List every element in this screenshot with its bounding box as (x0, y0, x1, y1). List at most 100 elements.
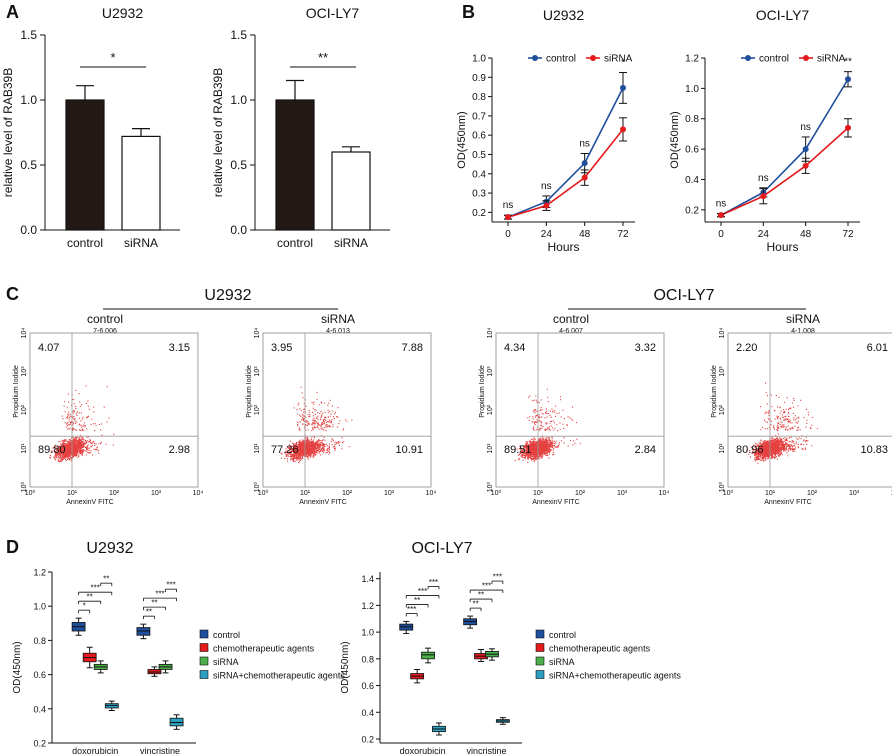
x-tick-label: control (277, 236, 313, 250)
panel-letter-c: C (6, 284, 19, 304)
quadrant-ur-value: 3.32 (635, 342, 656, 354)
quadrant-ul-value: 4.34 (504, 342, 525, 354)
event-dots (49, 385, 115, 463)
plot-frame (29, 332, 199, 488)
event-dots (280, 386, 353, 464)
event-dots (514, 388, 581, 464)
data-point-control (620, 84, 626, 91)
x-tick-label: 0 (718, 229, 724, 240)
y-tick-label: 10⁰ (718, 482, 726, 493)
y-tick-label: 10³ (719, 366, 726, 377)
data-point-sirna (505, 214, 511, 221)
legend-marker-control (745, 55, 751, 61)
y-tick-label: 0.6 (361, 681, 374, 691)
bar-control (65, 99, 105, 231)
bar-chart-a-2: OCI-LY7 0.0 0.5 1.0 1.5 relative level of RAB… (211, 5, 390, 250)
y-tick-label: 1.2 (361, 601, 374, 611)
y-tick-label: 0.0 (20, 223, 37, 237)
y-tick-label: 1.0 (20, 93, 37, 107)
box-doxorubicin-3 (421, 651, 435, 660)
y-tick-label: 0.4 (361, 708, 374, 718)
x-tick-label: 48 (579, 229, 591, 240)
x-tick-label: 10⁴ (659, 490, 670, 497)
y-tick-label: 1.0 (472, 54, 486, 65)
y-axis-label: relative level of RAB39B (1, 68, 15, 197)
series-line-sirna (720, 127, 849, 216)
y-tick-label: 1.0 (685, 84, 699, 95)
data-point-sirna (802, 162, 809, 169)
y-axis-label: Propidium Iodide (479, 365, 486, 418)
y-tick-label: 10¹ (21, 443, 28, 454)
y-tick-label: 0.4 (33, 704, 46, 714)
quadrant-lr-value: 10.91 (395, 444, 423, 456)
y-tick-label: 1.4 (361, 574, 374, 584)
data-point-sirna (718, 212, 724, 219)
legend-marker-sirna (590, 55, 596, 61)
legend-swatch (535, 643, 545, 652)
y-tick-label: 0.2 (33, 739, 46, 749)
plot-frame (262, 332, 432, 488)
legend-swatch (535, 656, 545, 666)
data-point-control (845, 76, 851, 83)
quadrant-ll-value: 89.80 (38, 444, 66, 456)
y-tick-label: 10⁰ (20, 482, 28, 493)
event-dots (746, 382, 818, 464)
legend-swatch (199, 629, 209, 639)
chart-title: U2932 (86, 540, 133, 557)
y-tick-label: 10⁰ (253, 482, 261, 493)
y-tick-label: 10³ (487, 366, 494, 377)
x-tick-label: 24 (758, 229, 770, 240)
data-point-sirna (581, 174, 588, 181)
y-tick-label: 1.0 (230, 93, 247, 107)
y-tick-label: 0.8 (472, 92, 486, 103)
significance-label: ns (758, 173, 769, 184)
y-tick-label: 1.0 (33, 602, 46, 612)
y-tick-label: 0.8 (361, 654, 374, 664)
x-tick-label: 10¹ (765, 490, 776, 497)
y-tick-label: 10² (719, 404, 726, 415)
legend-label: control (549, 630, 576, 640)
data-point-sirna (543, 202, 550, 209)
x-tick-label: vincristine (140, 746, 180, 755)
y-tick-label: 0.5 (20, 158, 37, 172)
quadrant-ur-value: 7.88 (402, 342, 423, 354)
plot-sample-id: 4-1.008 (791, 328, 815, 335)
y-axis-label: relative level of RAB39B (211, 68, 225, 197)
significance-label: *** (407, 605, 416, 614)
quadrant-ll-value: 77.26 (271, 444, 299, 456)
line-chart-b-1: U2932 0.2 0.3 0.4 0.5 0.6 0.7 0.8 0.9 1.0 0 24 48 72 H… (456, 7, 635, 254)
x-tick-label: control (67, 236, 103, 250)
x-tick-label: 10³ (384, 490, 395, 497)
y-axis-label: OD(450nm) (669, 111, 681, 168)
x-tick-label: 10¹ (67, 490, 78, 497)
legend-marker-sirna (803, 55, 809, 61)
x-tick-label: 10² (109, 490, 120, 497)
plot-title: control (553, 312, 589, 326)
significance-label: * (621, 57, 625, 68)
y-tick-label: 10² (21, 404, 28, 415)
significance-label: ** (414, 596, 420, 605)
quadrant-ul-value: 2.20 (736, 342, 757, 354)
data-point-sirna (620, 126, 626, 133)
x-tick-label: 10² (342, 490, 353, 497)
x-tick-label: vincristine (466, 746, 506, 755)
significance-label: *** (482, 582, 491, 591)
legend-marker-control (532, 55, 538, 61)
plot-title: control (87, 312, 123, 326)
chart-title: OCI-LY7 (411, 540, 472, 557)
legend-swatch (199, 670, 209, 679)
y-tick-label: 10¹ (487, 443, 494, 454)
y-axis-label: Propidium Iodide (13, 365, 20, 418)
x-axis-label: Hours (547, 240, 579, 254)
significance-label: ** (146, 608, 152, 617)
significance-label: ns (716, 199, 727, 210)
y-tick-label: 0.8 (33, 636, 46, 646)
plot-sample-id: 4-6.013 (326, 328, 350, 335)
quadrant-ul-value: 3.95 (271, 342, 292, 354)
legend-swatch (199, 643, 209, 652)
box-chart-d-2: OCI-LY7 0.2 0.4 0.6 0.8 1.0 1.2 1.4 OD(450nm) dox… (340, 540, 681, 755)
legend-swatch (535, 629, 545, 639)
